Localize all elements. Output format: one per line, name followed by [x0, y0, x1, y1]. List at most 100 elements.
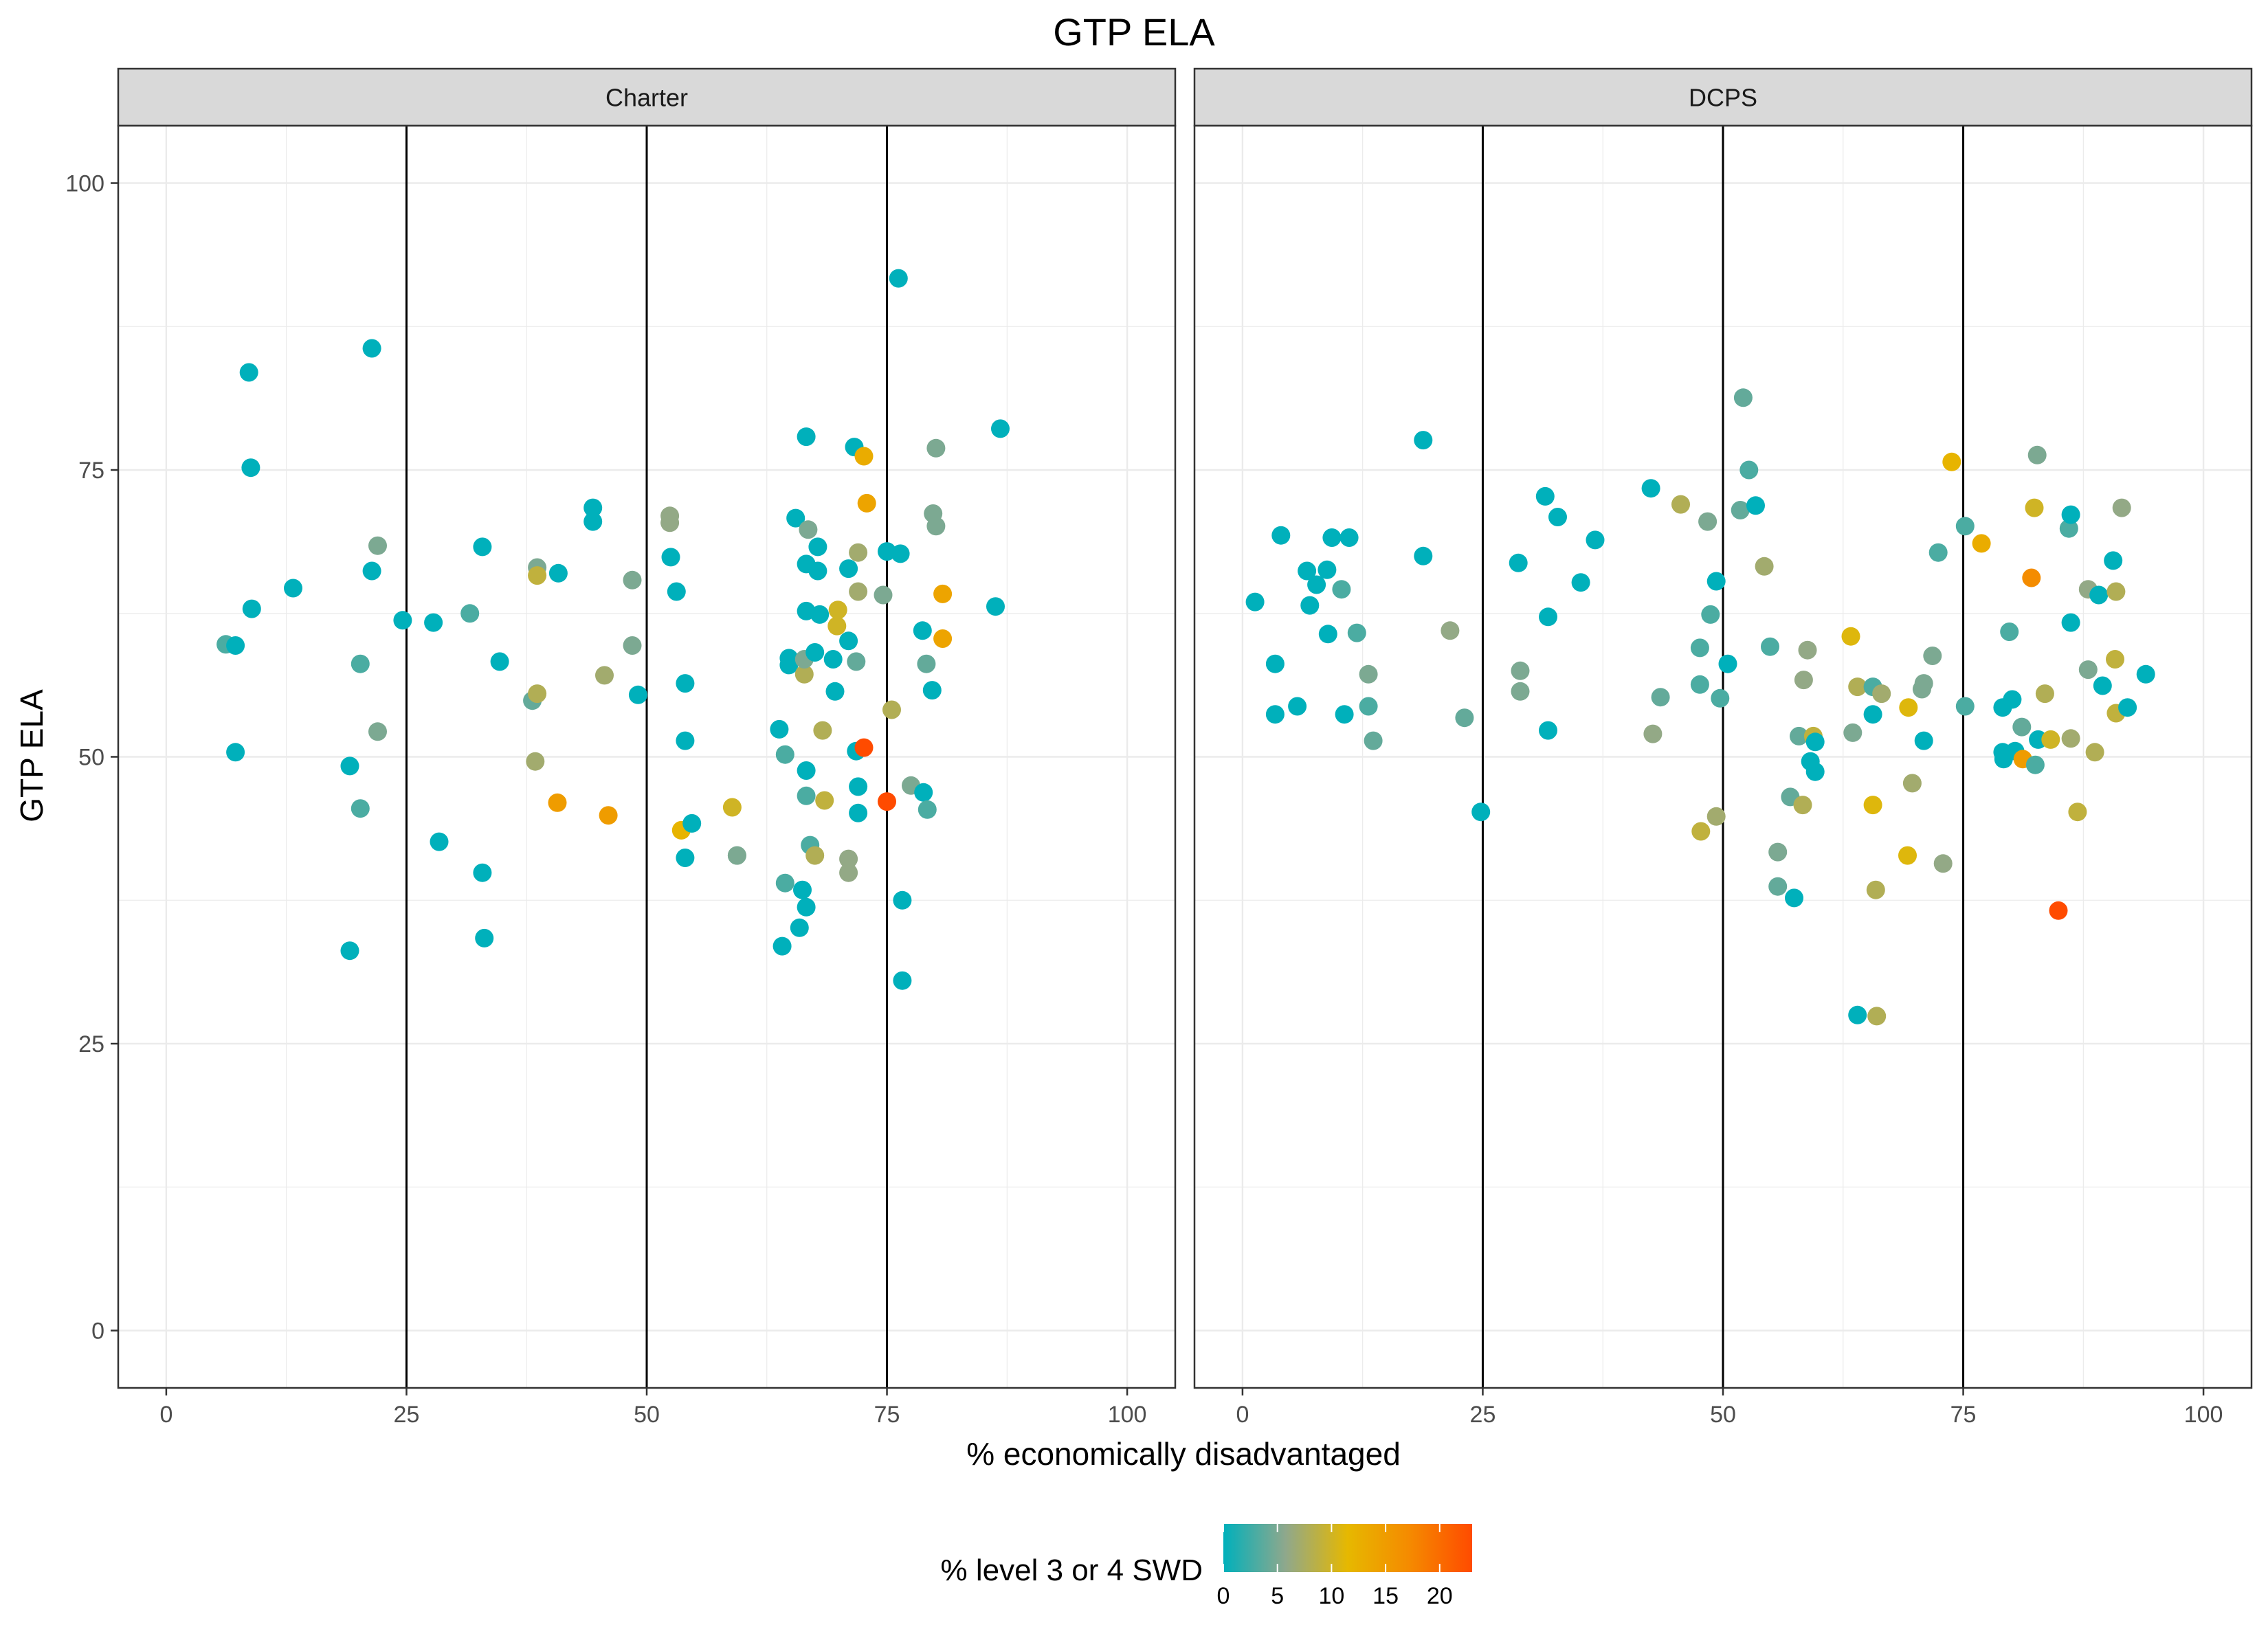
data-point [2104, 551, 2123, 570]
data-point [926, 517, 946, 536]
panel-dcps: DCPS 0 25 50 75 100 [1193, 67, 2253, 1428]
data-point [794, 664, 814, 684]
data-point [2012, 717, 2032, 737]
data-point [1511, 661, 1530, 680]
data-point [2106, 650, 2124, 669]
data-point [2061, 505, 2080, 524]
data-point [2041, 730, 2060, 749]
data-point [1701, 605, 1720, 624]
data-point [548, 793, 567, 812]
data-point [2049, 901, 2068, 920]
data-point [2003, 690, 2022, 709]
data-point [2093, 676, 2112, 695]
data-point [986, 597, 1005, 616]
data-point [882, 700, 901, 719]
data-point [913, 621, 932, 640]
data-point [548, 563, 568, 583]
data-point [1511, 682, 1530, 701]
data-point [775, 873, 794, 893]
data-point [1441, 621, 1460, 640]
panel-charter: Charter 0 25 50 75 100 0 25 50 75 100 [65, 67, 1177, 1428]
data-point [891, 544, 910, 563]
data-point [2025, 498, 2044, 517]
data-point [918, 800, 937, 819]
data-point [226, 743, 245, 762]
data-point [770, 719, 789, 739]
panels-group: Charter 0 25 50 75 100 0 25 50 75 100 DCPS 0 25 50 75 10… [65, 67, 2253, 1428]
data-point [1866, 880, 1885, 899]
data-point [847, 652, 866, 671]
data-point [2025, 755, 2045, 774]
data-point [226, 636, 245, 655]
data-point [926, 438, 946, 458]
data-point [430, 832, 449, 851]
data-point [1718, 654, 1737, 673]
data-point [810, 605, 830, 624]
legend-tick-label: 0 [1217, 1583, 1230, 1609]
data-point [241, 458, 260, 478]
data-point [676, 674, 695, 693]
data-point [1902, 774, 1922, 793]
data-point [362, 339, 381, 358]
x-tick-label: 75 [1950, 1402, 1977, 1428]
data-point [805, 846, 825, 865]
data-point [424, 613, 443, 632]
data-point [991, 419, 1010, 438]
data-point [854, 447, 874, 466]
data-point [368, 536, 387, 555]
data-point [1347, 623, 1366, 642]
data-point [460, 604, 480, 623]
data-point [808, 561, 827, 581]
data-point [874, 585, 893, 605]
data-point [1455, 708, 1474, 728]
data-point [1768, 877, 1788, 896]
data-point [528, 566, 547, 585]
data-point [599, 806, 618, 825]
data-point [1848, 1005, 1867, 1024]
x-tick-label: 0 [1236, 1402, 1249, 1428]
data-point [1535, 486, 1555, 506]
data-point [2078, 660, 2098, 680]
data-point [362, 561, 381, 581]
y-tick-label: 25 [78, 1031, 104, 1057]
data-point [528, 684, 547, 704]
panel-strip-label: DCPS [1689, 84, 1757, 112]
legend-ticks: 0 5 10 15 20 [1217, 1524, 1453, 1609]
y-tick-label: 75 [78, 458, 104, 484]
data-point [1794, 671, 1813, 690]
data-point [1914, 674, 1933, 693]
data-point [1972, 534, 1991, 553]
data-point [1339, 528, 1359, 547]
data-point [623, 570, 642, 590]
data-point [667, 582, 686, 601]
data-point [595, 666, 614, 685]
data-point [1923, 647, 1942, 665]
data-point [1300, 596, 1320, 615]
data-point [889, 269, 908, 288]
x-tick-label: 0 [159, 1402, 173, 1428]
y-tick-label: 100 [65, 171, 104, 197]
data-point [857, 493, 876, 513]
data-point [490, 652, 509, 671]
data-point [914, 783, 933, 802]
data-point [797, 761, 816, 780]
data-point [340, 941, 359, 961]
data-point [1539, 607, 1557, 627]
chart-title: GTP ELA [1053, 10, 1215, 54]
data-point [1288, 697, 1307, 716]
data-point [839, 849, 858, 868]
data-point [1914, 731, 1933, 750]
data-point [1509, 553, 1528, 572]
data-point [1245, 592, 1265, 612]
data-point [1318, 625, 1337, 644]
panel-strip [117, 67, 1177, 127]
data-point [2000, 622, 2019, 641]
data-point [1641, 479, 1660, 498]
data-point [1318, 560, 1337, 579]
data-point [797, 427, 816, 447]
data-point [661, 548, 680, 567]
data-point [2106, 582, 2126, 601]
data-point [790, 918, 809, 937]
data-point [922, 681, 942, 700]
